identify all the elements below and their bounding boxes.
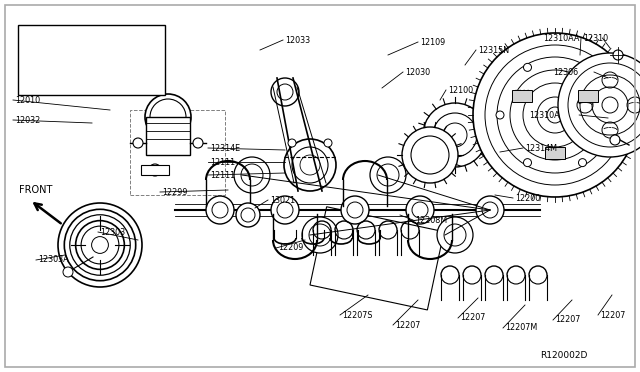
Text: 12303: 12303 (100, 228, 125, 237)
Text: 12315N: 12315N (478, 45, 509, 55)
Circle shape (579, 158, 586, 167)
Text: 12111: 12111 (210, 170, 235, 180)
Circle shape (402, 127, 458, 183)
Text: 12207: 12207 (555, 315, 580, 324)
Circle shape (271, 78, 299, 106)
Circle shape (473, 33, 637, 197)
Bar (146, 117, 190, 155)
Circle shape (149, 164, 161, 176)
Circle shape (131, 41, 163, 73)
Text: 12314M: 12314M (525, 144, 557, 153)
Text: 12310: 12310 (583, 33, 608, 42)
Text: 12010: 12010 (15, 96, 40, 105)
Circle shape (288, 139, 296, 147)
Circle shape (613, 50, 623, 60)
Circle shape (324, 139, 332, 147)
Circle shape (206, 196, 234, 224)
Circle shape (61, 41, 93, 73)
Circle shape (476, 196, 504, 224)
Text: 12314E: 12314E (210, 144, 240, 153)
Text: 12111: 12111 (210, 157, 235, 167)
Text: 12310A: 12310A (529, 110, 560, 119)
Circle shape (58, 203, 142, 287)
Text: 12209: 12209 (278, 244, 303, 253)
Circle shape (496, 111, 504, 119)
Circle shape (606, 111, 614, 119)
Bar (141, 165, 169, 175)
Circle shape (236, 203, 260, 227)
Text: 12207M: 12207M (505, 324, 537, 333)
Text: 12207S: 12207S (342, 311, 372, 320)
Text: 12207: 12207 (395, 321, 420, 330)
Text: 12306: 12306 (553, 67, 578, 77)
Circle shape (406, 196, 434, 224)
Text: 12200: 12200 (515, 193, 540, 202)
Bar (545, 147, 565, 159)
Text: 12207: 12207 (460, 314, 485, 323)
Text: FRONT: FRONT (19, 185, 52, 195)
Text: 13021: 13021 (270, 196, 295, 205)
Text: 12100: 12100 (448, 86, 473, 94)
Text: 12208M: 12208M (415, 215, 447, 224)
Circle shape (234, 157, 270, 193)
Bar (310, 207, 444, 310)
Text: 12109: 12109 (420, 38, 445, 46)
Circle shape (341, 196, 369, 224)
Circle shape (370, 157, 406, 193)
Bar (578, 90, 598, 102)
Text: 12207: 12207 (600, 311, 625, 320)
Circle shape (524, 158, 531, 167)
Text: 12303A: 12303A (38, 256, 68, 264)
Circle shape (271, 196, 299, 224)
Text: 12299: 12299 (162, 187, 188, 196)
Bar (130, 110, 225, 195)
Circle shape (193, 138, 203, 148)
Text: 12030: 12030 (405, 67, 430, 77)
Circle shape (423, 103, 487, 167)
Circle shape (63, 267, 73, 277)
Circle shape (96, 41, 128, 73)
Circle shape (145, 94, 191, 140)
Text: 12032: 12032 (15, 115, 40, 125)
Bar (512, 90, 532, 102)
Circle shape (302, 217, 338, 253)
Circle shape (524, 63, 531, 71)
Circle shape (558, 53, 640, 157)
Bar (18, 25, 165, 95)
Circle shape (437, 217, 473, 253)
Circle shape (26, 41, 58, 73)
Text: 12033: 12033 (285, 35, 310, 45)
Circle shape (284, 139, 336, 191)
Circle shape (610, 135, 620, 145)
Circle shape (133, 138, 143, 148)
Circle shape (579, 63, 586, 71)
Text: 12310AA: 12310AA (543, 33, 580, 42)
Text: R120002D: R120002D (540, 350, 588, 359)
